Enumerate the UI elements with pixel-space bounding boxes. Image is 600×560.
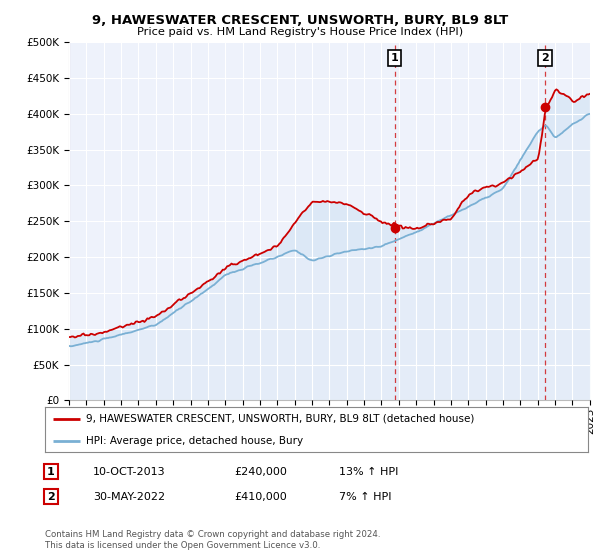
Text: 7% ↑ HPI: 7% ↑ HPI xyxy=(339,492,391,502)
Text: 2: 2 xyxy=(47,492,55,502)
Text: This data is licensed under the Open Government Licence v3.0.: This data is licensed under the Open Gov… xyxy=(45,541,320,550)
Text: 10-OCT-2013: 10-OCT-2013 xyxy=(93,466,166,477)
Text: 2: 2 xyxy=(541,53,549,63)
Text: £410,000: £410,000 xyxy=(234,492,287,502)
Text: HPI: Average price, detached house, Bury: HPI: Average price, detached house, Bury xyxy=(86,436,303,446)
Text: Price paid vs. HM Land Registry's House Price Index (HPI): Price paid vs. HM Land Registry's House … xyxy=(137,27,463,37)
Text: 1: 1 xyxy=(47,466,55,477)
Text: 30-MAY-2022: 30-MAY-2022 xyxy=(93,492,165,502)
Text: 13% ↑ HPI: 13% ↑ HPI xyxy=(339,466,398,477)
Text: 9, HAWESWATER CRESCENT, UNSWORTH, BURY, BL9 8LT: 9, HAWESWATER CRESCENT, UNSWORTH, BURY, … xyxy=(92,14,508,27)
Text: 9, HAWESWATER CRESCENT, UNSWORTH, BURY, BL9 8LT (detached house): 9, HAWESWATER CRESCENT, UNSWORTH, BURY, … xyxy=(86,414,474,424)
Text: 1: 1 xyxy=(391,53,398,63)
Text: £240,000: £240,000 xyxy=(234,466,287,477)
Text: Contains HM Land Registry data © Crown copyright and database right 2024.: Contains HM Land Registry data © Crown c… xyxy=(45,530,380,539)
